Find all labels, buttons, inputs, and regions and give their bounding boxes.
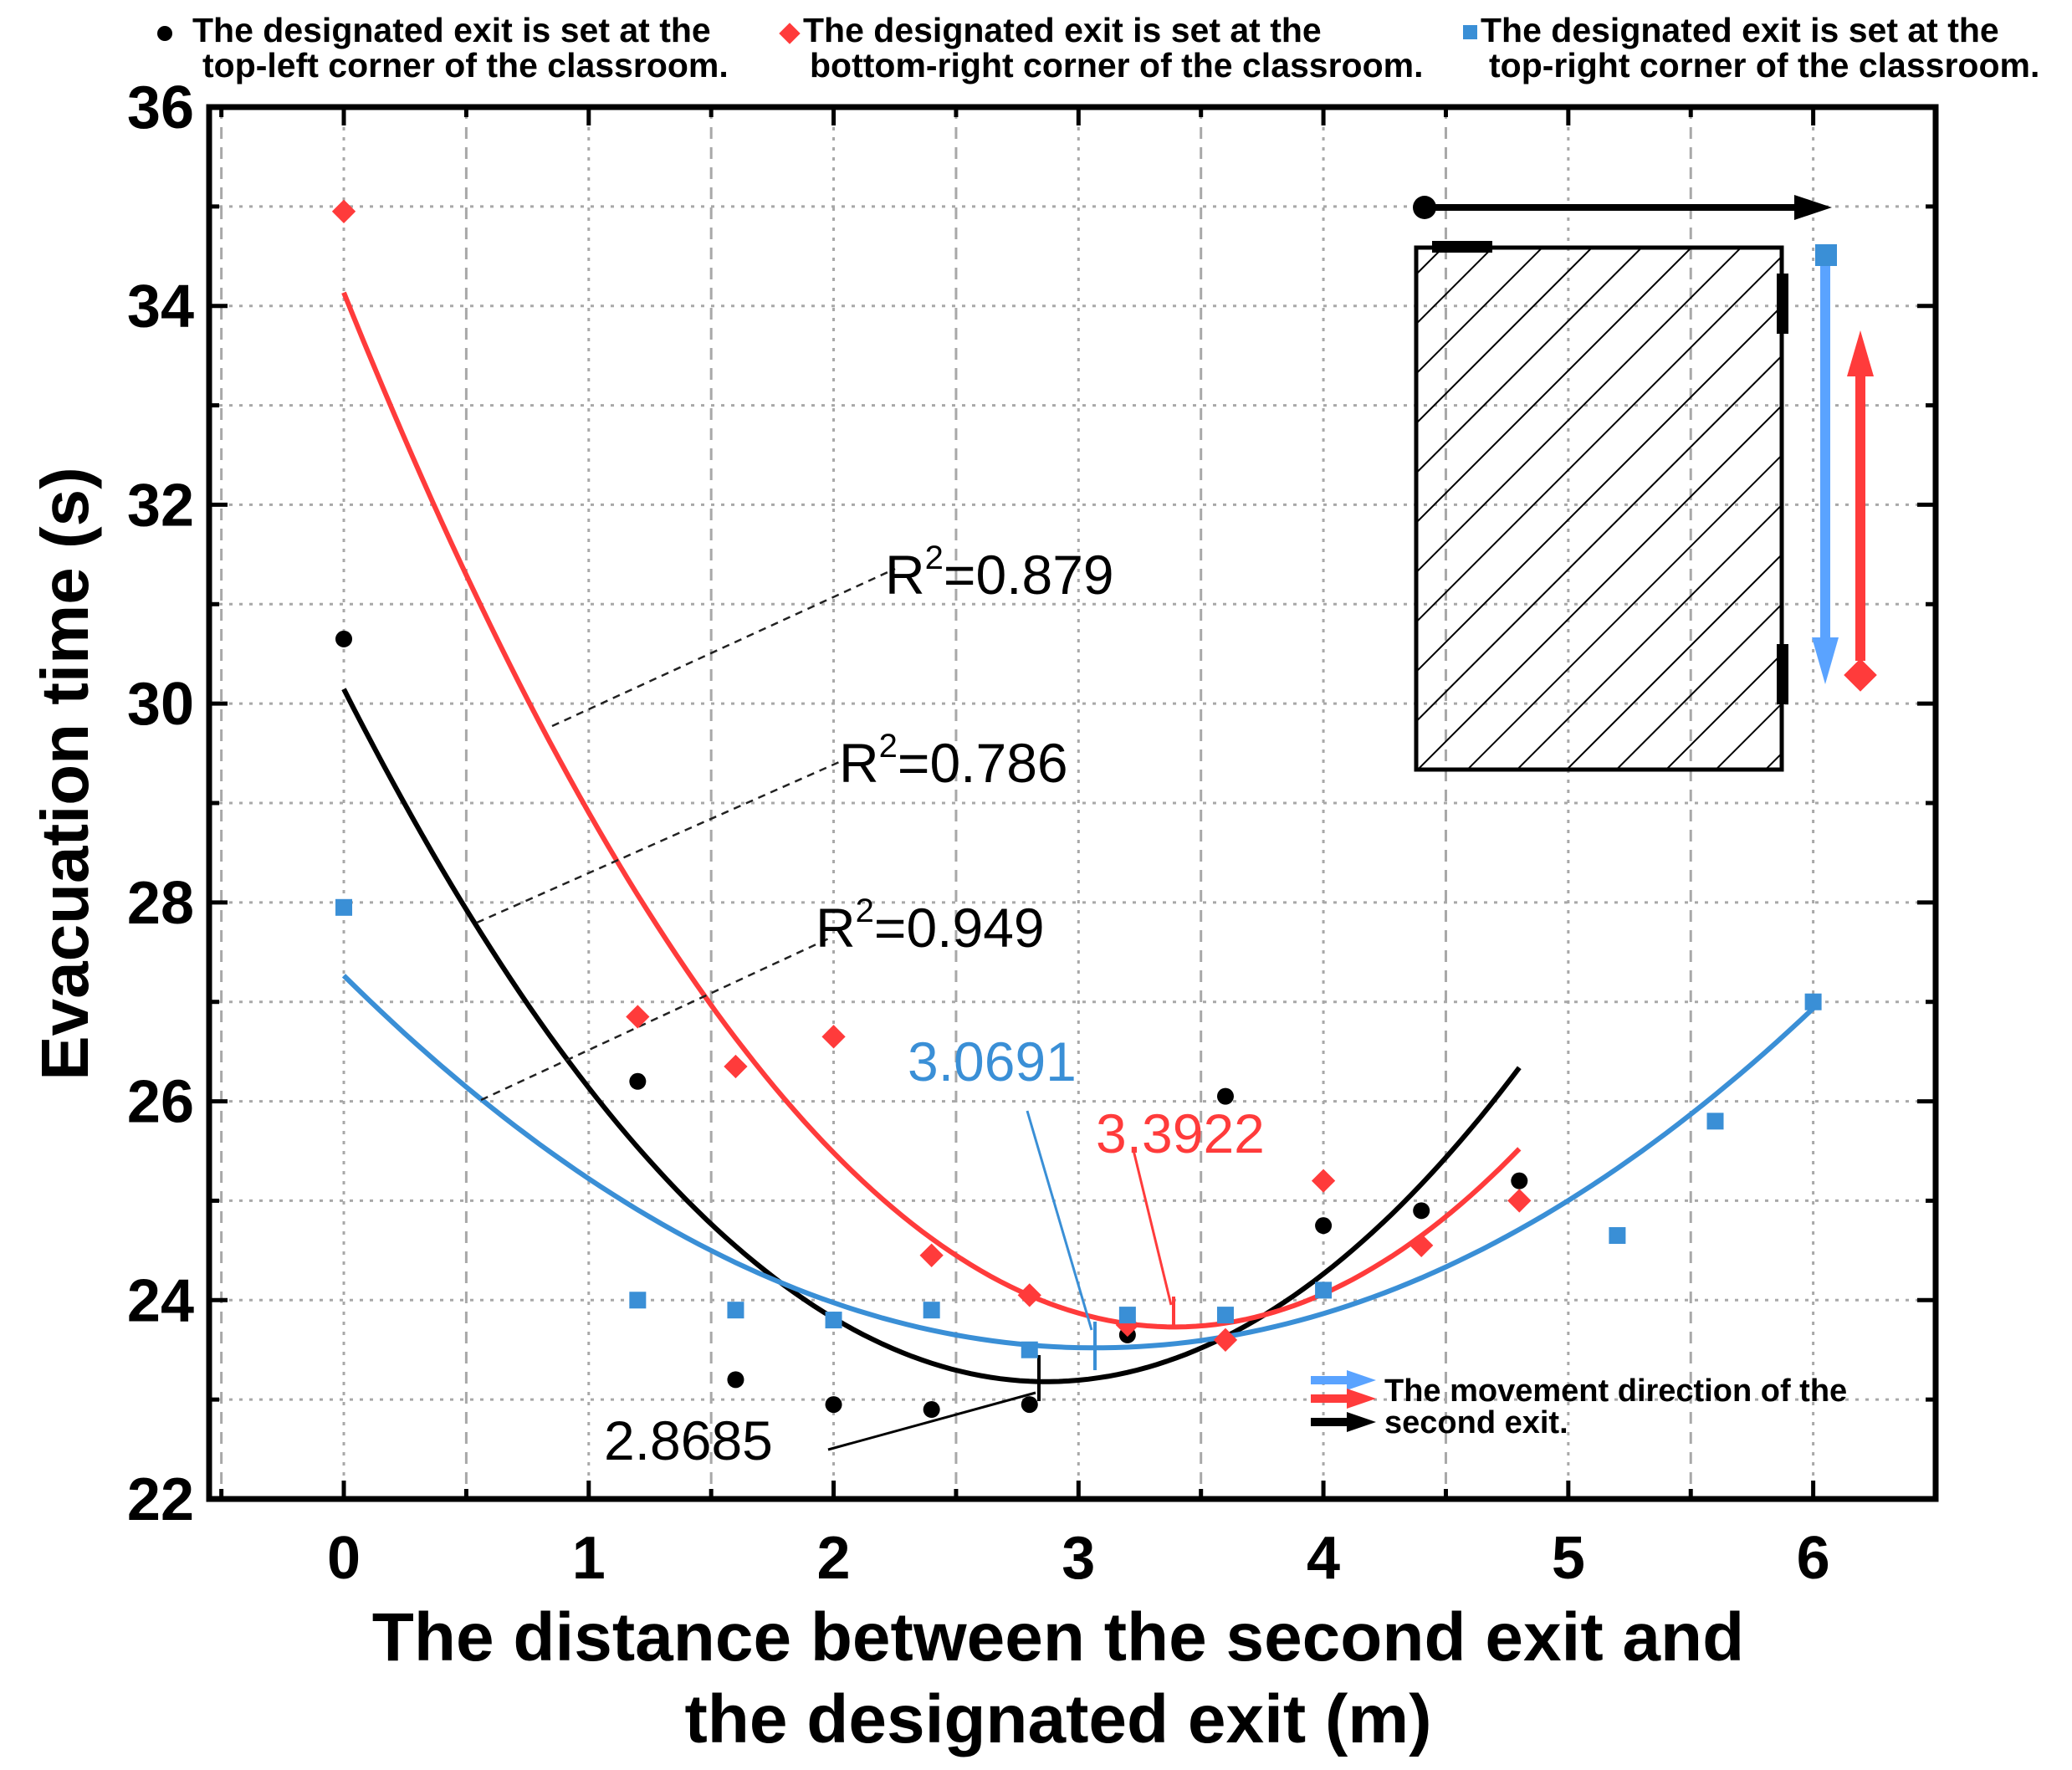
x-tick-label: 1 bbox=[572, 1525, 606, 1592]
legend: The designated exit is set at the top-le… bbox=[157, 11, 2039, 84]
door-top-left bbox=[1432, 241, 1492, 253]
point-bottom-right bbox=[1213, 1328, 1238, 1352]
r2-leader-lines bbox=[476, 567, 896, 1102]
point-top-left bbox=[825, 1396, 842, 1414]
x-tick-label: 6 bbox=[1797, 1525, 1830, 1592]
y-tick-label: 26 bbox=[127, 1069, 194, 1136]
legend-label-top-right-line1: The designated exit is set at the bbox=[1481, 11, 1999, 49]
point-bottom-right bbox=[1409, 1233, 1434, 1258]
point-top-right bbox=[825, 1312, 842, 1329]
y-tick-label: 36 bbox=[127, 74, 194, 141]
point-top-right bbox=[1216, 1307, 1234, 1324]
point-bottom-right bbox=[821, 1025, 846, 1049]
point-top-right bbox=[1118, 1307, 1136, 1324]
direction-legend-line2: second exit. bbox=[1384, 1405, 1568, 1440]
point-top-left bbox=[1216, 1087, 1234, 1105]
point-top-right bbox=[727, 1302, 744, 1319]
direction-legend-line1: The movement direction of the bbox=[1384, 1374, 1847, 1409]
point-top-left bbox=[629, 1072, 647, 1090]
classroom-hatched-area bbox=[1414, 245, 1784, 772]
legend-label-top-right-line2: top-right corner of the classroom. bbox=[1489, 46, 2039, 84]
door-right-bottom bbox=[1777, 644, 1788, 704]
y-tick-label: 32 bbox=[127, 472, 194, 539]
arrow-red-head-icon bbox=[1847, 330, 1874, 376]
point-bottom-right bbox=[626, 1005, 650, 1029]
vertex-label-black: 2.8685 bbox=[604, 1409, 773, 1471]
fit-curve-bottom-right bbox=[341, 291, 1522, 1330]
point-bottom-right bbox=[724, 1054, 748, 1079]
point-bottom-right bbox=[331, 199, 356, 223]
r2-label-red: R2=0.879 bbox=[885, 540, 1114, 606]
point-top-left bbox=[335, 630, 353, 647]
r2-leader-red bbox=[551, 567, 896, 728]
x-tick-label: 2 bbox=[817, 1525, 851, 1592]
vertex-annotations: 3.0691 3.3922 2.8685 bbox=[604, 1031, 1265, 1471]
point-top-right bbox=[1021, 1341, 1038, 1358]
fit-curve-top-right bbox=[341, 974, 1815, 1351]
classroom-diagram bbox=[1413, 195, 1877, 772]
exit-marker-top-right bbox=[1815, 244, 1837, 266]
r2-label-blue: R2=0.949 bbox=[816, 893, 1045, 959]
direction-arrow-black-icon bbox=[1347, 1412, 1376, 1432]
exit-marker-bottom-right bbox=[1844, 658, 1877, 692]
r2-leader-black bbox=[476, 758, 846, 924]
point-top-left bbox=[1315, 1217, 1333, 1235]
fit-curve-top-left bbox=[341, 688, 1522, 1384]
point-top-right bbox=[629, 1292, 647, 1309]
point-top-right bbox=[1609, 1227, 1626, 1245]
direction-arrow-blue-icon bbox=[1347, 1370, 1376, 1390]
plot-frame bbox=[206, 104, 1939, 1502]
x-tick-label: 3 bbox=[1062, 1525, 1095, 1592]
data-points bbox=[331, 199, 1822, 1419]
y-tick-label: 34 bbox=[127, 274, 194, 340]
point-bottom-right bbox=[1507, 1189, 1532, 1213]
x-tick-label: 4 bbox=[1307, 1525, 1340, 1592]
arrow-black-head-icon bbox=[1794, 195, 1832, 220]
vertex-label-blue: 3.0691 bbox=[908, 1031, 1077, 1092]
point-top-left bbox=[923, 1401, 940, 1419]
point-top-left bbox=[727, 1371, 744, 1389]
y-tick-label: 22 bbox=[127, 1466, 194, 1533]
x-axis-title-line2: the designated exit (m) bbox=[684, 1681, 1431, 1757]
direction-legend: The movement direction of the second exi… bbox=[1311, 1370, 1847, 1440]
point-top-right bbox=[1804, 993, 1822, 1010]
vertex-leader-red bbox=[1132, 1149, 1173, 1306]
point-top-right bbox=[1315, 1281, 1333, 1299]
point-bottom-right bbox=[919, 1243, 944, 1267]
point-top-right bbox=[923, 1302, 940, 1319]
x-axis-title-line1: The distance between the second exit and bbox=[372, 1599, 1744, 1675]
legend-marker-bottom-right bbox=[779, 23, 801, 44]
arrow-blue-head-icon bbox=[1812, 637, 1839, 684]
point-top-right bbox=[1706, 1113, 1724, 1130]
y-axis-title: Evacuation time (s) bbox=[28, 467, 102, 1081]
point-top-right bbox=[335, 898, 353, 916]
point-bottom-right bbox=[1311, 1169, 1336, 1193]
point-bottom-right bbox=[1017, 1283, 1041, 1307]
door-right-top bbox=[1777, 274, 1788, 334]
vertex-leader-blue bbox=[1026, 1110, 1093, 1331]
r2-label-black: R2=0.786 bbox=[839, 728, 1068, 794]
x-tick-label: 5 bbox=[1552, 1525, 1585, 1592]
legend-label-top-left-line1: The designated exit is set at the bbox=[192, 11, 711, 49]
legend-label-bottom-right-line1: The designated exit is set at the bbox=[803, 11, 1322, 49]
legend-marker-top-right bbox=[1463, 25, 1477, 39]
vertex-label-red: 3.3922 bbox=[1096, 1102, 1265, 1164]
legend-label-bottom-right-line2: bottom-right corner of the classroom. bbox=[810, 46, 1424, 84]
x-tick-label: 0 bbox=[327, 1525, 361, 1592]
y-tick-label: 30 bbox=[127, 671, 194, 738]
y-tick-label: 24 bbox=[127, 1267, 194, 1334]
y-tick-label: 28 bbox=[127, 870, 194, 937]
point-top-left bbox=[1413, 1202, 1430, 1220]
r2-leader-blue bbox=[480, 935, 833, 1102]
point-top-left bbox=[1511, 1172, 1528, 1189]
direction-arrow-red-icon bbox=[1347, 1389, 1376, 1409]
vertex-leader-black bbox=[827, 1391, 1036, 1451]
legend-marker-top-left bbox=[157, 26, 172, 41]
legend-label-top-left-line2: top-left corner of the classroom. bbox=[202, 46, 729, 84]
point-top-left bbox=[1021, 1396, 1038, 1414]
